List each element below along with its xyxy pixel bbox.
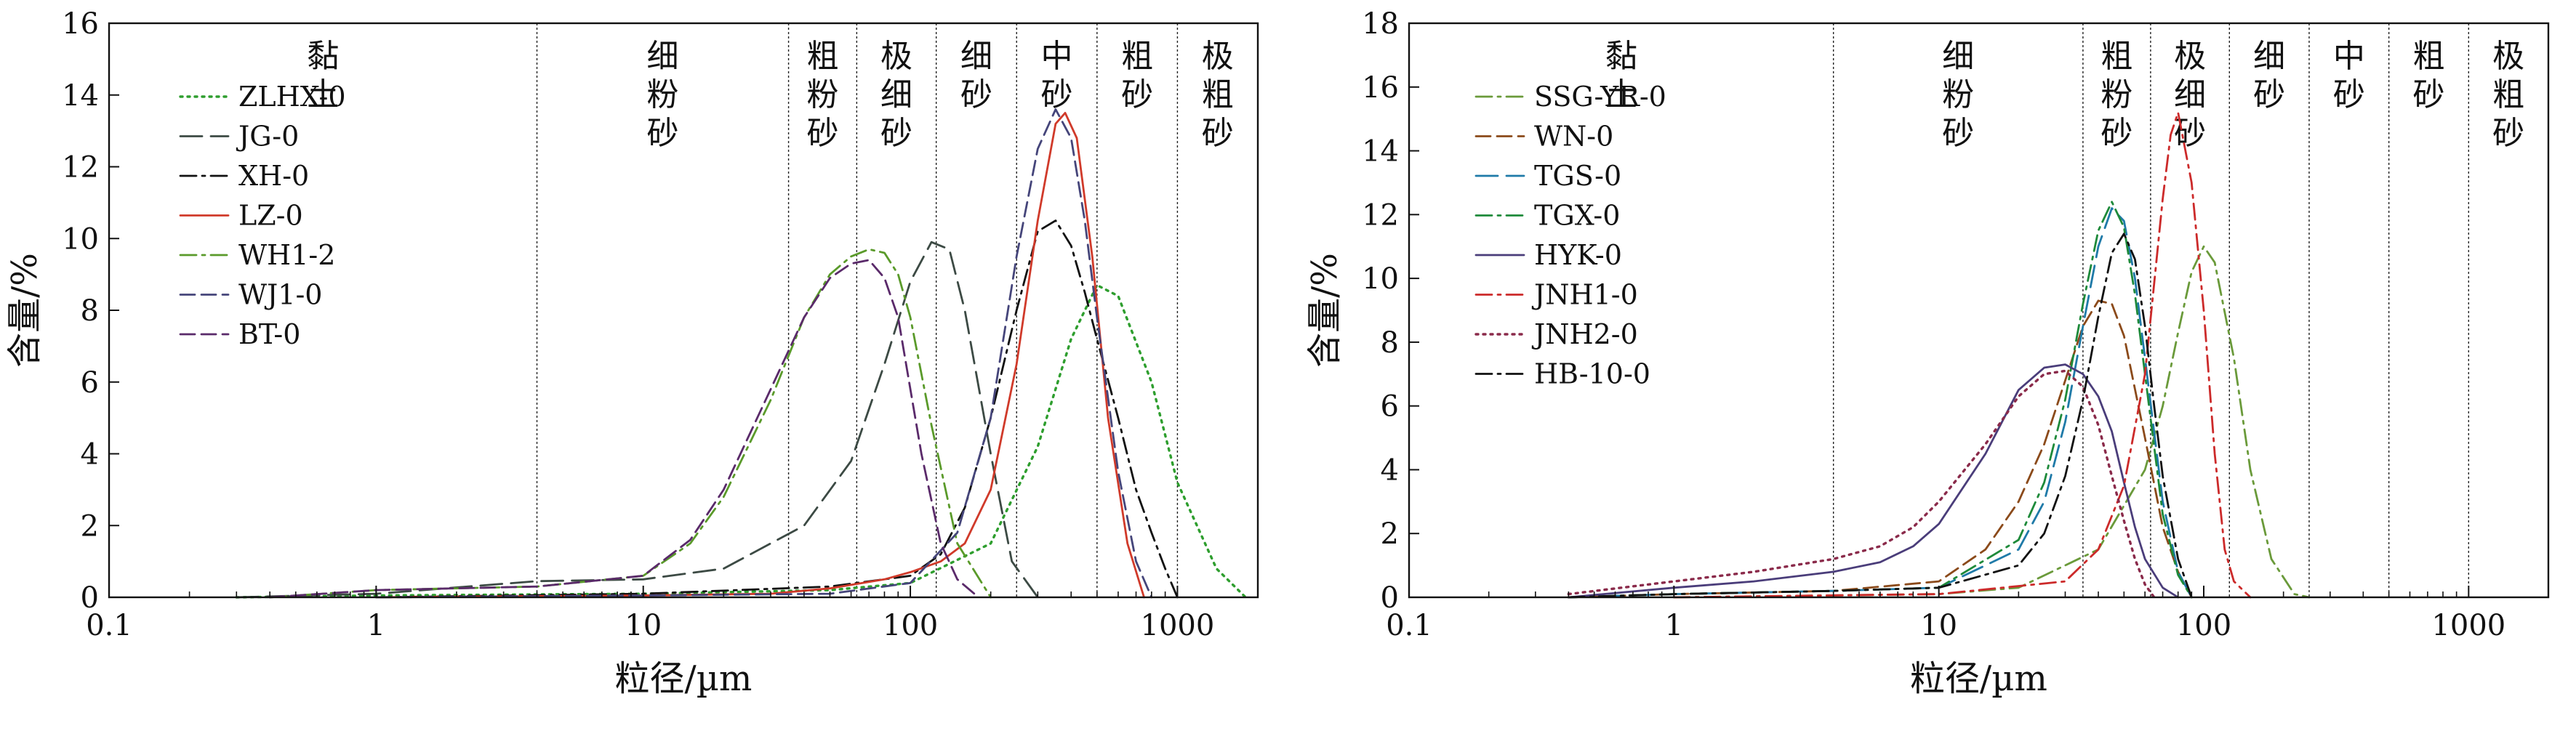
x-tick-label: 1000: [1141, 609, 1215, 642]
legend-entry: HYK-0: [1534, 239, 1622, 271]
series-line-xh-0: [375, 219, 1179, 599]
region-label: 极细砂: [2174, 38, 2206, 152]
series-line-jnh2-0: [1567, 369, 2156, 599]
y-tick-label: 4: [1381, 453, 1399, 487]
y-tick-label: 12: [1362, 198, 1399, 232]
region-label: 中砂: [1041, 38, 1073, 113]
y-tick-label: 18: [1362, 7, 1399, 41]
legend-entry: XH-0: [238, 160, 309, 192]
series-line-ssg-yr-0: [1672, 245, 2311, 599]
legend-entry: WN-0: [1534, 121, 1613, 153]
x-tick-label: 1000: [2431, 609, 2505, 642]
region-label: 极粗砂: [2492, 38, 2524, 152]
legend-entry: JG-0: [236, 121, 299, 153]
region-label: 极粗砂: [1202, 38, 1234, 152]
series-line-hyk-0: [1567, 363, 2180, 599]
plot-frame: [1408, 22, 2550, 599]
y-tick-label: 10: [62, 222, 99, 256]
y-tick-label: 0: [81, 581, 99, 615]
series-line-wh1-2: [268, 248, 992, 599]
y-tick-label: 4: [81, 438, 99, 472]
x-tick-label: 10: [625, 609, 662, 642]
legend-entry: TGS-0: [1534, 160, 1621, 192]
series-line-wj1-0: [375, 108, 1153, 599]
region-label: 黏土: [307, 38, 339, 113]
legend-entry: WH1-2: [238, 239, 335, 271]
x-tick-label: 0.1: [86, 609, 132, 642]
x-tick-label: 0.1: [1386, 609, 1432, 642]
series-line-bt-0: [268, 259, 980, 599]
y-tick-label: 14: [1362, 135, 1399, 169]
y-tick-label: 2: [1381, 517, 1399, 551]
x-axis-label: 粒径/µm: [615, 658, 753, 699]
region-label: 极细砂: [880, 38, 912, 152]
x-tick-label: 1: [367, 609, 385, 642]
y-tick-label: 8: [81, 294, 99, 328]
series-line-tgs-0: [1567, 207, 2193, 599]
y-tick-label: 6: [81, 366, 99, 400]
y-tick-label: 2: [81, 509, 99, 543]
region-label: 细砂: [2253, 38, 2285, 113]
legend-entry: JNH2-0: [1531, 318, 1638, 350]
y-axis-label: 含量/%: [1304, 253, 1345, 368]
x-tick-label: 1: [1665, 609, 1683, 642]
region-label: 中砂: [2333, 38, 2365, 113]
region-label: 细粉砂: [647, 38, 679, 152]
region-label: 粗砂: [2412, 38, 2444, 113]
y-tick-label: 14: [62, 79, 99, 113]
region-label: 粗粉砂: [2100, 38, 2132, 152]
region-label: 黏土: [1605, 38, 1637, 113]
legend-entry: BT-0: [238, 318, 300, 350]
y-tick-label: 6: [1381, 390, 1399, 424]
x-axis-label: 粒径/µm: [1910, 658, 2047, 699]
x-tick-label: 10: [1920, 609, 1957, 642]
y-tick-label: 16: [1362, 71, 1399, 105]
series-line-jnh1-0: [1672, 111, 2252, 599]
region-label: 细粉砂: [1942, 38, 1974, 152]
x-tick-label: 100: [2176, 609, 2231, 642]
y-tick-label: 16: [62, 7, 99, 41]
series-line-wn-0: [1567, 299, 2193, 599]
y-tick-label: 10: [1362, 262, 1399, 296]
series-line-jg-0: [235, 241, 1039, 599]
series-line-tgx-0: [1567, 201, 2193, 599]
legend-entry: LZ-0: [238, 200, 303, 232]
y-tick-label: 8: [1381, 326, 1399, 360]
legend-entry: SSG-YR-0: [1534, 81, 1666, 113]
legend-entry: JNH1-0: [1531, 279, 1638, 311]
region-label: 粗砂: [1121, 38, 1153, 113]
series-line-lz-0: [375, 112, 1145, 599]
legend-entry: WJ1-0: [238, 279, 322, 311]
region-label: 细砂: [960, 38, 992, 113]
series-line-hb-10-0: [1567, 233, 2193, 599]
region-label: 粗粉砂: [806, 38, 838, 152]
legend-entry: ZLHX-0: [238, 81, 346, 113]
legend-entry: HB-10-0: [1534, 358, 1650, 390]
y-tick-label: 0: [1381, 581, 1399, 615]
x-tick-label: 100: [883, 609, 938, 642]
y-axis-label: 含量/%: [4, 253, 45, 368]
y-tick-label: 12: [62, 151, 99, 185]
legend-entry: TGX-0: [1534, 200, 1620, 232]
